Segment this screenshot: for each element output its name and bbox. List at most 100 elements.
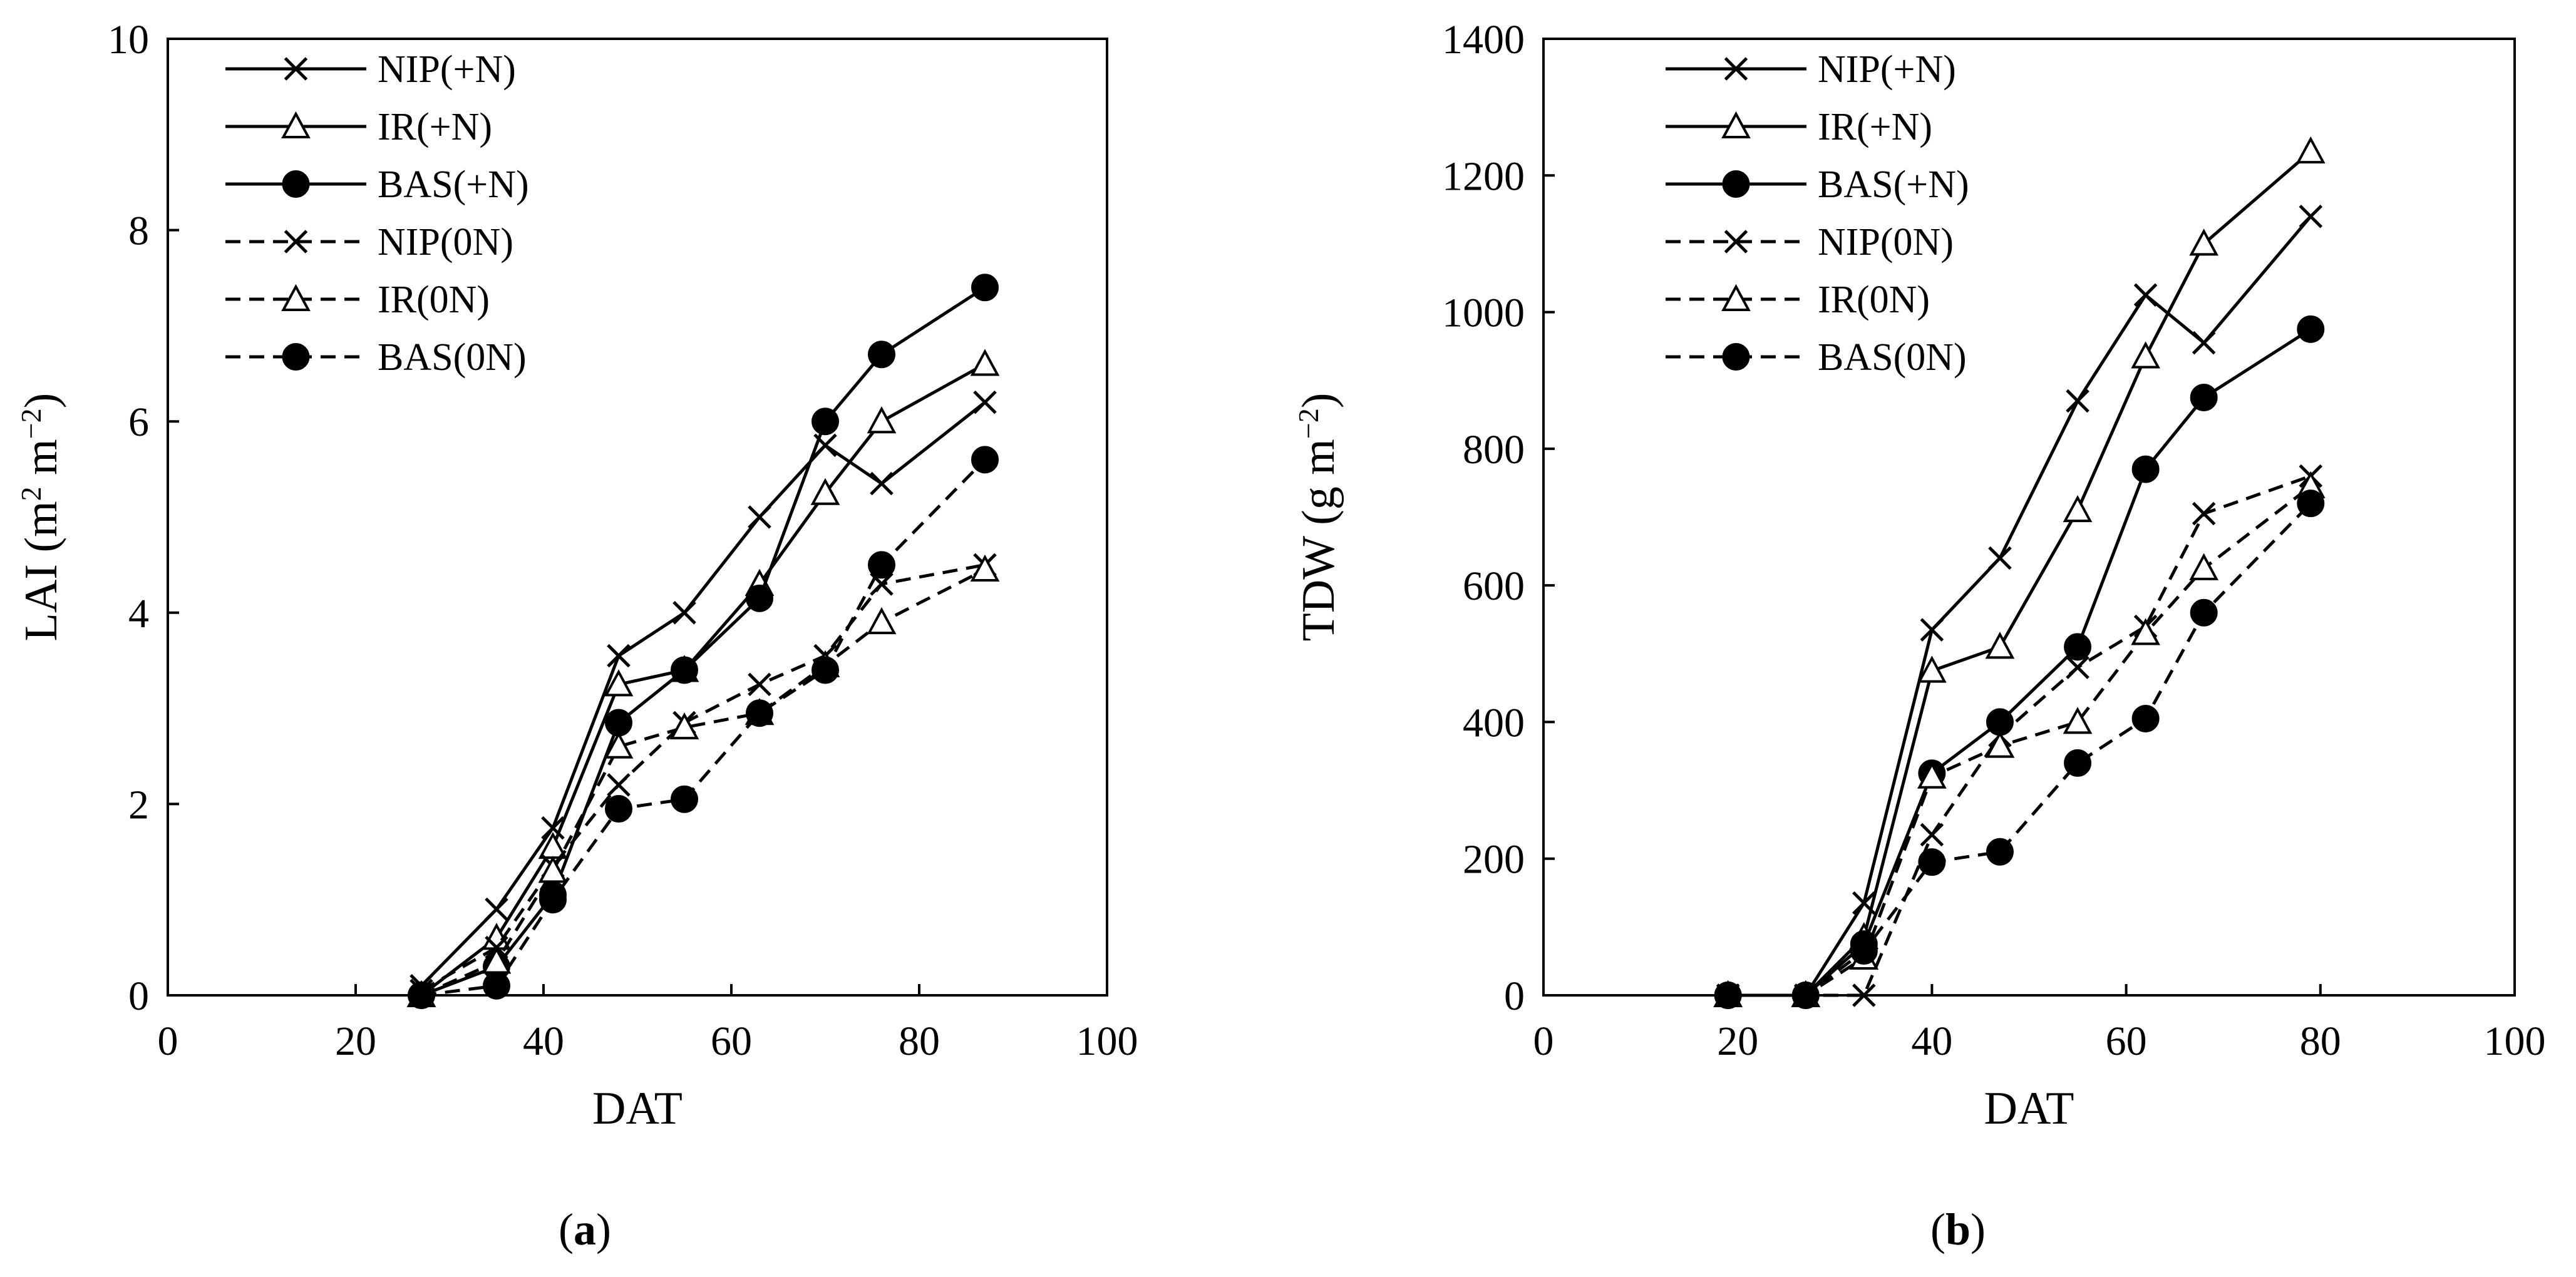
- y-tick-label: 8: [128, 208, 149, 254]
- data-point-bas-0n: [746, 699, 773, 727]
- data-point-bas-n: [2190, 384, 2218, 411]
- y-axis-title: TDW (g m−2): [1292, 393, 1345, 642]
- legend-label: NIP(+N): [1818, 48, 1956, 91]
- x-tick-label: 20: [335, 1018, 376, 1064]
- legend-label: IR(0N): [1818, 279, 1930, 321]
- data-point-bas-0n: [1918, 848, 1946, 876]
- legend-marker: [1721, 111, 1751, 138]
- y-tick-label: 2: [128, 782, 149, 828]
- y-axis-title-part: −2: [1292, 408, 1324, 439]
- plot-frame: [167, 38, 1108, 997]
- data-point-ir-n: [2189, 228, 2219, 256]
- data-point-ir-n: [970, 349, 1000, 376]
- data-point-ir-n: [604, 669, 634, 697]
- y-tick-label: 400: [1463, 700, 1525, 746]
- y-axis-title-part: LAI (m: [16, 501, 67, 641]
- data-point-nip-n: [1988, 546, 2012, 570]
- legend-label: IR(+N): [378, 106, 492, 148]
- x-tick-label: 80: [2300, 1018, 2341, 1064]
- x-axis-title: DAT: [1984, 1083, 2074, 1134]
- legend-label: BAS(0N): [1818, 336, 1967, 379]
- x-tick-label: 40: [1911, 1018, 1952, 1064]
- data-point-nip-n: [2192, 331, 2216, 355]
- data-point-ir-0n: [669, 712, 699, 740]
- data-point-bas-n: [811, 408, 839, 436]
- legend-label: IR(+N): [1818, 106, 1932, 148]
- data-point-ir-n: [867, 406, 897, 434]
- data-point-nip-n: [541, 816, 565, 840]
- series-line-ir-0n: [420, 568, 986, 997]
- y-tick-label: 4: [128, 591, 149, 637]
- legend-label: BAS(+N): [1818, 163, 1969, 206]
- y-tick-label: 6: [128, 399, 149, 445]
- y-axis-title-part: 2: [15, 486, 47, 501]
- y-tick-label: 10: [108, 17, 149, 63]
- y-axis-title-part: ): [16, 393, 67, 409]
- data-point-ir-n: [1985, 632, 2015, 659]
- legend-marker: [284, 57, 308, 81]
- data-point-bas-0n: [1791, 982, 1820, 1009]
- x-tick-label: 0: [1533, 1018, 1554, 1064]
- y-tick-label: 800: [1463, 427, 1525, 473]
- data-point-bas-0n: [868, 551, 895, 579]
- legend-label: BAS(0N): [378, 336, 527, 379]
- data-point-bas-0n: [1850, 937, 1878, 965]
- data-point-ir-0n: [538, 856, 568, 883]
- data-point-ir-n: [2131, 341, 2160, 369]
- data-point-bas-n: [671, 656, 698, 684]
- x-tick-label: 100: [2484, 1018, 2546, 1064]
- data-point-nip-0n: [748, 672, 771, 697]
- data-point-ir-n: [810, 478, 840, 505]
- data-point-nip-n: [672, 601, 696, 625]
- data-point-bas-0n: [408, 982, 435, 1009]
- x-tick-label: 80: [899, 1018, 940, 1064]
- data-point-ir-n: [2063, 495, 2093, 523]
- data-point-nip-n: [2299, 205, 2323, 228]
- x-tick-label: 0: [158, 1018, 178, 1064]
- data-point-bas-n: [971, 274, 999, 302]
- data-point-nip-n: [2066, 389, 2089, 413]
- y-tick-label: 0: [1504, 973, 1525, 1019]
- data-point-nip-0n: [2066, 655, 2089, 679]
- data-point-bas-n: [868, 341, 895, 369]
- data-point-bas-0n: [2190, 598, 2218, 627]
- data-point-nip-n: [748, 505, 771, 529]
- data-point-bas-0n: [539, 886, 567, 914]
- data-point-bas-n: [2131, 455, 2160, 483]
- y-tick-label: 200: [1463, 837, 1525, 883]
- data-point-bas-0n: [2131, 704, 2160, 732]
- panel-b-chart: 0 20 40 60 80 1000200400600800100012001400DAT…: [1292, 17, 2546, 1134]
- legend-label: NIP(+N): [378, 48, 516, 91]
- data-point-nip-n: [1920, 618, 1944, 642]
- y-axis-title-part: ): [1293, 393, 1344, 409]
- data-point-bas-n: [2064, 633, 2092, 661]
- data-point-ir-0n: [867, 607, 897, 635]
- data-point-bas-n: [2297, 315, 2325, 343]
- x-tick-label: 20: [1717, 1018, 1758, 1064]
- y-tick-label: 0: [128, 973, 149, 1019]
- data-point-nip-0n: [1920, 823, 1944, 847]
- y-axis-title: LAI (m2 m−2): [15, 393, 68, 642]
- legend-label: BAS(+N): [378, 163, 529, 206]
- series-line-bas-0n: [1728, 502, 2312, 997]
- legend-marker: [282, 170, 310, 198]
- y-tick-label: 600: [1463, 563, 1525, 609]
- y-axis-title-part: TDW (g m: [1293, 439, 1344, 641]
- panel-label-b: (b): [1930, 1204, 1986, 1254]
- data-point-nip-n: [973, 390, 997, 414]
- data-point-bas-0n: [1986, 838, 2014, 866]
- legend-marker: [281, 284, 311, 311]
- legend-marker: [1724, 57, 1748, 81]
- data-point-bas-0n: [605, 795, 632, 823]
- data-point-nip-n: [2133, 283, 2158, 307]
- legend-marker: [1722, 170, 1750, 198]
- data-point-nip-0n: [607, 773, 631, 797]
- x-tick-label: 60: [2106, 1018, 2147, 1064]
- data-point-nip-n: [870, 471, 894, 496]
- data-point-nip-0n: [1852, 983, 1876, 1007]
- data-point-ir-0n: [970, 554, 1000, 582]
- data-point-bas-0n: [671, 785, 698, 813]
- data-point-bas-0n: [1714, 982, 1742, 1009]
- data-point-ir-0n: [604, 731, 634, 759]
